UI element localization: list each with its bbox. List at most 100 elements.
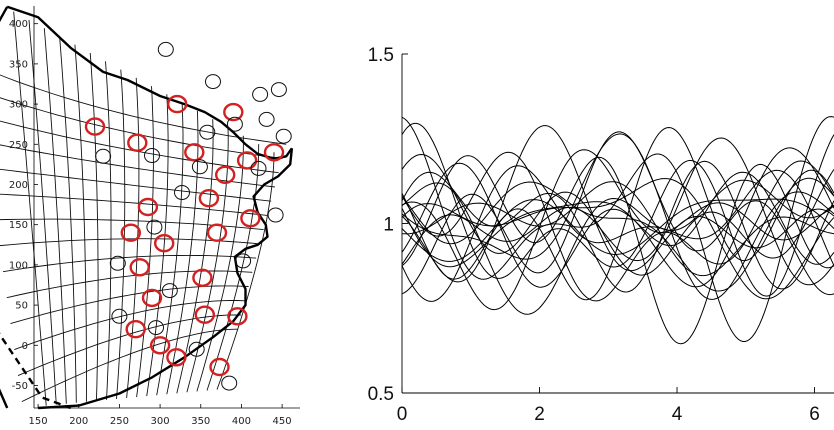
mesh-line xyxy=(2,254,257,273)
data-point-red xyxy=(84,117,106,136)
mesh-line xyxy=(28,19,57,405)
data-point-red xyxy=(194,305,216,324)
series-line xyxy=(401,126,834,301)
data-point-red xyxy=(227,307,248,326)
series-line xyxy=(401,160,834,293)
data-point-red xyxy=(240,209,261,228)
data-point-black xyxy=(199,124,216,140)
x-tick-label: 150 xyxy=(29,416,48,427)
mesh-line xyxy=(0,120,279,174)
series-line xyxy=(401,122,834,297)
data-point-black xyxy=(250,160,267,176)
mesh-line xyxy=(43,28,67,404)
data-point-red xyxy=(120,223,142,242)
y-tick-label: 350 xyxy=(9,59,28,70)
outline-boundary xyxy=(0,6,9,409)
data-point-black xyxy=(221,375,238,391)
mesh-line xyxy=(21,328,238,403)
data-point-red xyxy=(141,288,163,308)
x-tick-label: 400 xyxy=(232,416,251,427)
y-tick-label: 200 xyxy=(9,180,28,191)
series-line xyxy=(401,178,834,300)
data-point-black xyxy=(144,148,160,163)
series-line xyxy=(401,153,834,276)
y-tick-label: 0.5 xyxy=(368,384,394,405)
y-tick-label: 300 xyxy=(9,100,28,111)
series-line xyxy=(401,116,834,342)
series-line xyxy=(401,147,834,288)
x-tick-label: 4 xyxy=(672,404,683,425)
mesh-line xyxy=(216,152,275,390)
x-tick-label: 250 xyxy=(110,416,129,427)
y-tick-label: 50 xyxy=(15,301,28,312)
x-tick-label: 0 xyxy=(397,404,408,425)
data-point-red xyxy=(153,233,175,253)
mesh-line xyxy=(136,86,154,398)
data-point-red xyxy=(125,320,146,339)
y-tick-label: 1 xyxy=(383,215,394,236)
x-tick-label: 300 xyxy=(151,416,170,427)
mesh-line xyxy=(0,193,268,216)
domain-outline xyxy=(0,5,294,410)
right-axes: 0 2 4 6 0.5 1 1.5 xyxy=(368,45,834,425)
outline-dashed-boundary xyxy=(0,332,72,410)
mesh-line xyxy=(13,11,47,406)
series-line xyxy=(401,131,834,296)
data-point-red xyxy=(206,223,228,242)
series-line xyxy=(401,165,834,302)
curves-panel: 0 2 4 6 0.5 1 1.5 xyxy=(368,45,834,425)
data-point-black xyxy=(109,255,126,271)
y-tick-label: 150 xyxy=(9,220,28,231)
mesh-line xyxy=(105,61,112,400)
data-point-red xyxy=(214,165,236,185)
mesh-lines xyxy=(0,11,287,406)
mesh-line xyxy=(0,97,283,159)
series-line xyxy=(401,162,834,288)
data-point-black xyxy=(157,41,174,57)
data-point-black xyxy=(258,111,275,127)
data-point-black xyxy=(252,86,269,102)
series-line xyxy=(401,179,834,315)
x-tick-label: 200 xyxy=(69,416,88,427)
x-tick-label: 350 xyxy=(191,416,210,427)
y-tick-label: 0 xyxy=(22,341,28,352)
data-point-red xyxy=(166,348,187,367)
series-line xyxy=(401,155,834,345)
data-point-red xyxy=(129,258,150,277)
data-point-black xyxy=(191,159,208,175)
mesh-line xyxy=(0,144,275,188)
x-tick-label: 2 xyxy=(534,404,545,425)
mesh-line xyxy=(186,127,229,393)
data-point-red xyxy=(127,133,148,152)
mesh-line xyxy=(176,119,214,394)
series-line xyxy=(401,137,834,286)
series-line xyxy=(401,149,834,311)
left-axes: 150 200 250 300 350 400 450 -50 0 50 100 150 200 250 3… xyxy=(9,6,300,427)
series-line xyxy=(401,133,834,300)
mesh-line xyxy=(10,285,249,325)
data-point-red xyxy=(263,143,285,162)
data-point-red xyxy=(166,94,188,114)
data-point-black xyxy=(226,116,243,132)
y-tick-label: 1.5 xyxy=(368,45,394,66)
mesh-line xyxy=(116,69,126,400)
series-line xyxy=(401,198,834,262)
data-point-black xyxy=(267,207,284,223)
data-point-black xyxy=(174,185,190,200)
data-point-red xyxy=(198,188,220,208)
data-point-black xyxy=(275,128,292,144)
data-point-red xyxy=(236,151,258,170)
data-point-black xyxy=(161,283,178,299)
x-tick-label: 450 xyxy=(273,416,292,427)
curve-group xyxy=(401,116,834,345)
series-line xyxy=(401,125,834,283)
y-tick-label: 400 xyxy=(9,19,28,30)
mesh-line xyxy=(59,36,77,403)
data-point-black xyxy=(111,308,128,324)
data-point-red xyxy=(137,197,159,217)
mesh-line xyxy=(74,44,87,402)
data-point-black xyxy=(270,82,287,98)
data-point-red xyxy=(223,102,244,122)
y-tick-label: -50 xyxy=(12,381,28,392)
